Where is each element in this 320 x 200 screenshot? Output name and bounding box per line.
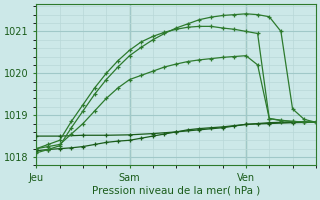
X-axis label: Pression niveau de la mer( hPa ): Pression niveau de la mer( hPa ) bbox=[92, 186, 260, 196]
